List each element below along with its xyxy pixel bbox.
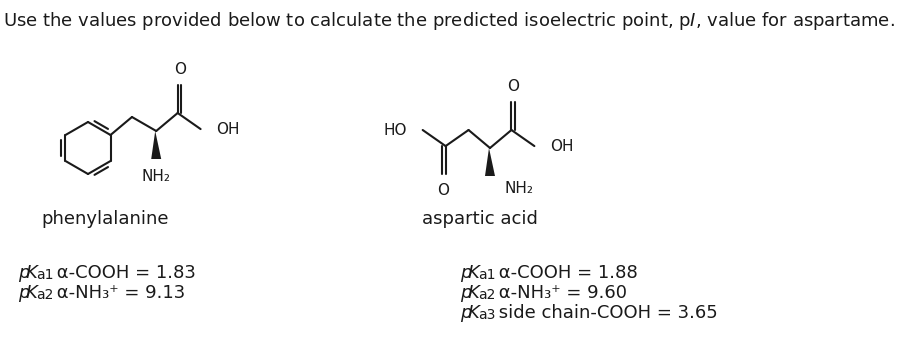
Text: a1: a1: [36, 268, 54, 282]
Text: HO: HO: [383, 122, 407, 138]
Text: K: K: [468, 304, 480, 322]
Text: K: K: [468, 284, 480, 302]
Text: K: K: [468, 264, 480, 282]
Text: p: p: [18, 284, 30, 302]
Text: a2: a2: [478, 288, 496, 302]
Text: α-NH₃⁺ = 9.60: α-NH₃⁺ = 9.60: [493, 284, 627, 302]
Polygon shape: [151, 131, 162, 159]
Text: p: p: [460, 264, 471, 282]
Text: p: p: [460, 284, 471, 302]
Text: a3: a3: [478, 308, 496, 322]
Text: side chain-COOH = 3.65: side chain-COOH = 3.65: [493, 304, 718, 322]
Text: O: O: [173, 62, 186, 77]
Polygon shape: [485, 148, 495, 176]
Text: phenylalanine: phenylalanine: [41, 210, 169, 228]
Text: α-NH₃⁺ = 9.13: α-NH₃⁺ = 9.13: [51, 284, 185, 302]
Text: p: p: [460, 304, 471, 322]
Text: p: p: [18, 264, 30, 282]
Text: a2: a2: [36, 288, 53, 302]
Text: α-COOH = 1.88: α-COOH = 1.88: [493, 264, 638, 282]
Text: O: O: [507, 79, 519, 94]
Text: NH₂: NH₂: [504, 181, 533, 196]
Text: NH₂: NH₂: [142, 169, 171, 184]
Text: Use the values provided below to calculate the predicted isoelectric point, p$\m: Use the values provided below to calcula…: [3, 10, 895, 32]
Text: aspartic acid: aspartic acid: [422, 210, 538, 228]
Text: O: O: [437, 183, 450, 198]
Text: α-COOH = 1.83: α-COOH = 1.83: [51, 264, 196, 282]
Text: OH: OH: [216, 121, 240, 137]
Text: K: K: [26, 284, 38, 302]
Text: a1: a1: [478, 268, 496, 282]
Text: K: K: [26, 264, 38, 282]
Text: OH: OH: [550, 139, 574, 154]
